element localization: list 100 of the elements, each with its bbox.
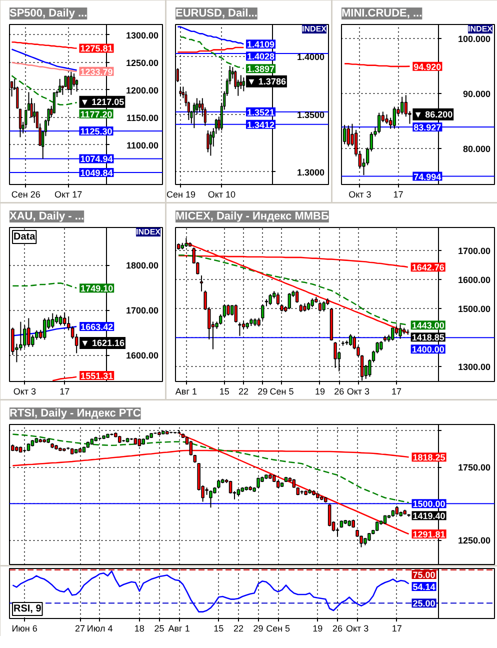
candlestick bbox=[200, 274, 204, 292]
text: RSI, 9 bbox=[14, 604, 42, 614]
text: 1419.40 bbox=[412, 511, 446, 522]
x-tick-label: Сен 26 bbox=[11, 190, 40, 200]
y-tick-label: 1800.00 bbox=[126, 260, 159, 271]
candlestick bbox=[398, 324, 402, 340]
x-tick-label: Авг 1 bbox=[175, 386, 197, 396]
candlestick bbox=[328, 504, 332, 527]
data-label: 1443.00 bbox=[412, 320, 444, 331]
line-series bbox=[178, 254, 409, 326]
y-tick-label: 1750.00 bbox=[458, 462, 491, 473]
candlestick bbox=[318, 302, 322, 312]
data-label: 94.920 bbox=[414, 62, 442, 72]
candlestick bbox=[346, 124, 350, 147]
x-tick-label: Окт 17 bbox=[54, 190, 82, 200]
x-tick-label: Сен 5 bbox=[266, 624, 290, 634]
candlestick bbox=[198, 100, 201, 112]
candlestick bbox=[76, 78, 78, 92]
y-axis-title: INDEX bbox=[468, 24, 494, 34]
candlestick bbox=[392, 106, 396, 130]
line-series bbox=[11, 62, 78, 72]
y-tick-label: 1250.00 bbox=[458, 536, 491, 546]
ref-line-label: 1.3521 bbox=[247, 107, 275, 118]
candlestick bbox=[192, 102, 196, 129]
ref-line-label: 1125.30 bbox=[80, 126, 112, 136]
candlestick bbox=[206, 130, 210, 153]
text: ▼ 1621.16 bbox=[80, 338, 125, 348]
data-label: 1.3897 bbox=[247, 64, 275, 74]
y-tick-label: 1600.00 bbox=[126, 350, 159, 361]
candlestick bbox=[348, 334, 352, 346]
data-label: 54.14 bbox=[412, 582, 436, 592]
text: 1418.85 bbox=[412, 332, 444, 343]
candlestick bbox=[322, 300, 326, 312]
ref-line-label: 1.4028 bbox=[247, 52, 275, 62]
ref-line-label: 74.994 bbox=[414, 172, 442, 182]
line-series bbox=[180, 36, 244, 70]
text: ▼ 1.3786 bbox=[247, 76, 286, 86]
x-tick-label: 17 bbox=[392, 624, 402, 634]
x-tick-label: Окт 3 bbox=[348, 190, 372, 200]
y-tick-label: 100.000 bbox=[458, 34, 491, 44]
x-tick-label: 25 bbox=[154, 624, 164, 634]
x-tick-label: 27 bbox=[75, 624, 86, 634]
candlestick bbox=[240, 74, 242, 90]
x-tick-label: 26 bbox=[334, 386, 344, 396]
candlestick bbox=[209, 131, 212, 156]
chart-title: RTSI, Daily - Индекс РТС bbox=[10, 408, 141, 420]
y-tick-label: 1300.00 bbox=[126, 30, 159, 40]
candlestick bbox=[62, 312, 66, 326]
data-label: 1275.81 bbox=[80, 44, 113, 54]
candlestick bbox=[276, 292, 280, 306]
candlestick bbox=[19, 321, 22, 352]
x-tick-label: Окт 3 bbox=[13, 386, 36, 396]
y-tick-label: 1.4000 bbox=[296, 52, 325, 62]
x-tick-label: Авг 1 bbox=[168, 624, 190, 634]
ref-line-label: 1049.84 bbox=[80, 168, 113, 178]
y-tick-label: 1.3000 bbox=[296, 167, 325, 178]
x-tick-label: 15 bbox=[214, 624, 224, 634]
ref-line-label: 1500.00 bbox=[412, 499, 446, 510]
x-tick-label: 22 bbox=[233, 624, 244, 634]
data-label: 1749.10 bbox=[80, 284, 114, 294]
y-tick-label: 1100.00 bbox=[126, 140, 159, 150]
annotation: Data bbox=[14, 232, 36, 242]
x-tick-label: 29 bbox=[253, 624, 264, 634]
x-tick-label: 18 bbox=[134, 624, 144, 634]
y-tick-label: 80.000 bbox=[462, 144, 491, 154]
data-label: 1642.76 bbox=[412, 262, 444, 273]
candlestick bbox=[52, 92, 56, 114]
y-tick-label: 1300.00 bbox=[458, 362, 491, 372]
x-tick-label: Сен 19 bbox=[166, 190, 196, 200]
y-tick-label: 90.000 bbox=[462, 88, 491, 99]
y-tick-label: 1150.00 bbox=[126, 112, 159, 123]
candlestick bbox=[42, 318, 46, 340]
data-label: 1818.25 bbox=[412, 452, 446, 463]
x-tick-label: Июл 4 bbox=[86, 624, 113, 634]
data-label: 1551.31 bbox=[80, 371, 114, 381]
text: ▼ 86.200 bbox=[414, 109, 453, 120]
candlestick bbox=[50, 312, 54, 329]
line-series bbox=[11, 74, 78, 106]
line-series bbox=[12, 434, 410, 504]
candlestick bbox=[228, 480, 232, 494]
x-tick-label: 19 bbox=[312, 624, 323, 634]
y-tick-label: 1250.00 bbox=[126, 58, 159, 68]
x-tick-label: 17 bbox=[60, 386, 70, 396]
data-label: 1233.79 bbox=[80, 66, 113, 77]
x-tick-label: Окт 3 bbox=[346, 624, 369, 634]
line-series bbox=[11, 48, 78, 71]
x-tick-label: Сен 5 bbox=[270, 386, 294, 396]
data-label: 1.4109 bbox=[247, 40, 275, 50]
data-label: 1663.42 bbox=[80, 322, 114, 332]
x-tick-label: 26 bbox=[332, 624, 342, 634]
x-tick-label: Окт 10 bbox=[208, 190, 236, 200]
x-tick-label: Окт 3 bbox=[346, 386, 370, 396]
x-tick-label: 22 bbox=[238, 386, 249, 396]
y-tick-label: 1700.00 bbox=[126, 306, 159, 316]
line-series bbox=[177, 26, 244, 45]
x-tick-label: 15 bbox=[219, 386, 230, 396]
candlestick bbox=[18, 108, 22, 138]
y-tick-label: 1500.00 bbox=[458, 304, 491, 314]
candlestick bbox=[234, 304, 238, 324]
x-tick-label: 29 bbox=[258, 386, 268, 396]
